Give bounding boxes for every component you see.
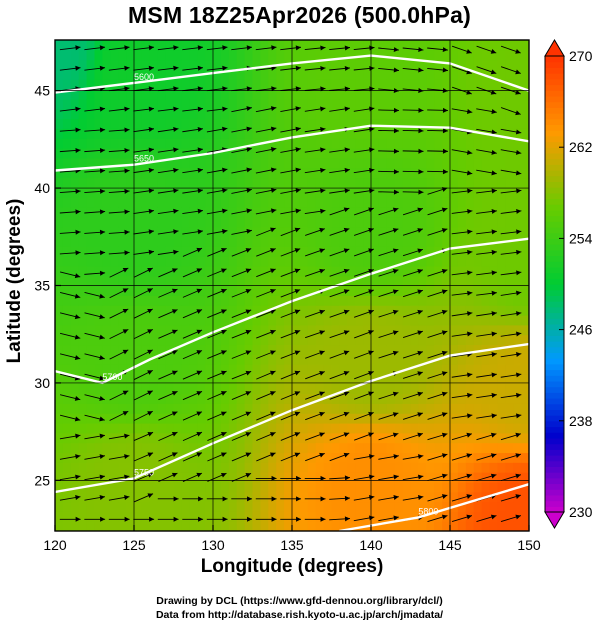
x-tick-label: 150 xyxy=(517,537,541,553)
y-tick-label: 30 xyxy=(34,375,50,391)
y-tick-label: 35 xyxy=(34,278,50,294)
y-axis-label: Latitude (degrees) xyxy=(4,198,25,364)
colorbar-tick-label: 238 xyxy=(569,413,593,429)
height-contour-label: 5800 xyxy=(418,506,438,516)
height-contour-label: 5600 xyxy=(134,72,154,82)
credit-drawing: Drawing by DCL (https://www.gfd-dennou.o… xyxy=(156,595,443,607)
x-tick-label: 130 xyxy=(201,537,225,553)
x-tick-label: 135 xyxy=(280,537,304,553)
colorbar-tick-label: 270 xyxy=(569,48,593,64)
axes: 120 125 130 135 140 145 150 25 30 35 40 45 xyxy=(34,83,540,553)
y-tick-label: 40 xyxy=(34,180,50,196)
height-contour-label: 5650 xyxy=(134,154,154,164)
x-tick-label: 145 xyxy=(438,537,462,553)
height-contour-line xyxy=(339,483,529,531)
colorbar-tick-label: 230 xyxy=(569,504,593,520)
colorbar-frame xyxy=(544,55,565,513)
x-axis-label: Longitude (degrees) xyxy=(200,556,384,577)
map-title: MSM 18Z25Apr2026 (500.0hPa) xyxy=(128,2,471,28)
y-tick-label: 25 xyxy=(34,472,50,488)
height-contour-label: 5750 xyxy=(134,467,154,477)
x-tick-label: 120 xyxy=(43,537,67,553)
colorbar-max-arrow xyxy=(544,39,565,57)
colorbar-min-arrow xyxy=(544,511,565,529)
colorbar-tick-label: 254 xyxy=(569,230,593,246)
height-contour-label: 5700 xyxy=(102,372,122,382)
x-tick-label: 125 xyxy=(122,537,146,553)
colorbar-tick-label: 246 xyxy=(569,322,593,338)
y-tick-label: 45 xyxy=(34,83,50,99)
wind-vectors xyxy=(59,45,522,522)
x-tick-label: 140 xyxy=(359,537,383,553)
credit-data: Data from http://database.rish.kyoto-u.a… xyxy=(155,609,444,621)
colorbar-tick-label: 262 xyxy=(569,139,593,155)
height-contour-line xyxy=(55,237,529,385)
colorbar: 230 238 246 254 262 270 xyxy=(544,39,593,529)
